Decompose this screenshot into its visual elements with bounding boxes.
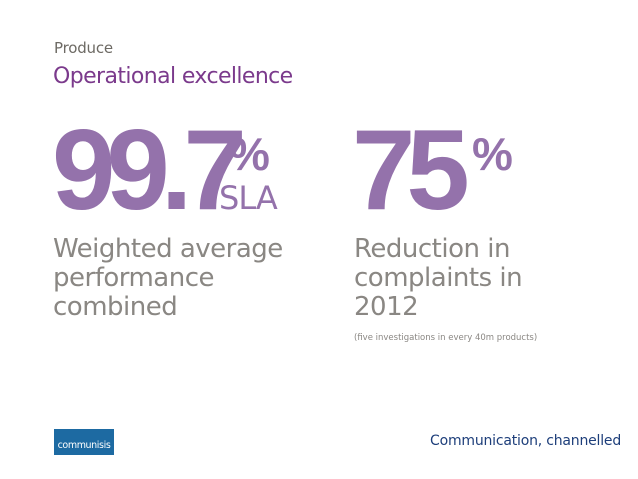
stat-description: Reduction in complaints in 2012 <box>354 234 523 322</box>
stat-footnote: (five investigations in every 40m produc… <box>354 333 538 343</box>
stat-value: 99.7 <box>52 107 247 234</box>
percent-symbol: % <box>229 128 270 180</box>
section-label: Produce <box>54 39 113 57</box>
stat-description: Weighted average performance combined <box>53 234 283 322</box>
stat-value: 75 <box>352 107 470 234</box>
stat-unit: SLA <box>219 179 278 217</box>
page-title: Operational excellence <box>53 64 293 89</box>
logo-wordmark: communisis <box>57 440 111 451</box>
tagline: Communication, channelled <box>430 433 622 449</box>
brand-logo: communisis <box>54 429 114 455</box>
percent-symbol: % <box>472 128 513 180</box>
